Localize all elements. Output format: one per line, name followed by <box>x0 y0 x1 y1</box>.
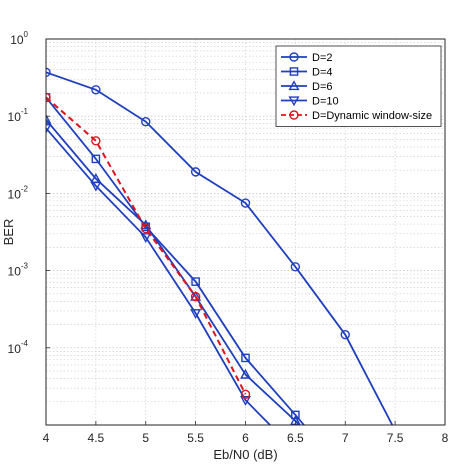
data-point <box>46 113 52 124</box>
data-point <box>141 116 151 127</box>
series-line <box>46 71 394 425</box>
y-tick-label: 10-1 <box>8 107 29 124</box>
x-tick-label: 7.5 <box>387 431 404 445</box>
y-tick-exponent: -4 <box>21 339 29 348</box>
legend-label: D=2 <box>312 52 333 64</box>
y-tick-exponent: 0 <box>24 30 29 39</box>
y-tick-exponent: -1 <box>21 107 29 116</box>
legend-marker <box>288 96 300 107</box>
series-1 <box>46 67 394 425</box>
series-line <box>46 96 247 395</box>
x-tick-label: 4 <box>43 431 50 445</box>
y-tick-label: 10-2 <box>8 184 29 201</box>
data-point <box>190 291 201 302</box>
y-tick-exponent: -2 <box>21 184 29 193</box>
x-tick-label: 7 <box>342 431 349 445</box>
y-tick-exponent: -3 <box>21 262 29 271</box>
legend-item: D=Dynamic window-size <box>281 110 432 122</box>
data-point <box>240 389 251 399</box>
y-tick-label: 10-3 <box>8 262 29 279</box>
x-tick-label: 5.5 <box>187 431 204 445</box>
data-point <box>240 395 251 406</box>
data-point <box>140 233 152 244</box>
legend-marker <box>289 52 299 62</box>
x-tick-label: 6 <box>242 431 249 445</box>
data-point <box>290 262 301 272</box>
data-point <box>191 277 200 286</box>
y-tick-label: 100 <box>10 30 28 47</box>
legend-marker <box>289 110 299 120</box>
data-point <box>291 410 300 420</box>
series-line <box>46 96 306 425</box>
data-point <box>241 353 250 363</box>
legend-item: D=10 <box>281 96 339 108</box>
data-point <box>190 309 202 320</box>
x-axis-title: Eb/N0 (dB) <box>213 447 277 462</box>
data-point <box>91 154 101 164</box>
x-tick-label: 5 <box>142 431 149 445</box>
data-point <box>91 136 101 146</box>
data-point <box>240 198 251 208</box>
series-line <box>46 119 301 425</box>
data-point <box>46 124 52 134</box>
series-3 <box>46 113 301 425</box>
series-2 <box>46 93 306 425</box>
legend-item: D=4 <box>281 67 333 79</box>
legend: D=2 D=4 D=6 D=10 D=Dynamic window-size <box>275 45 442 127</box>
data-point <box>91 85 101 95</box>
x-tick-label: 6.5 <box>287 431 304 445</box>
data-point <box>90 181 102 192</box>
legend-marker <box>288 80 300 91</box>
y-tick-label: 10-4 <box>8 339 29 356</box>
data-point <box>190 167 201 177</box>
y-axis-title: BER <box>1 219 16 246</box>
data-point <box>340 329 350 340</box>
legend-item: D=6 <box>281 80 333 93</box>
series-5 <box>46 92 251 399</box>
legend-item: D=2 <box>281 52 333 64</box>
legend-label: D=4 <box>312 67 333 79</box>
series-4 <box>46 124 272 425</box>
legend-label: D=10 <box>312 96 339 108</box>
data-point <box>141 223 151 234</box>
series-line <box>46 127 272 425</box>
data-point <box>46 67 51 78</box>
data-point <box>240 368 251 379</box>
data-point <box>46 92 51 103</box>
legend-marker <box>289 67 299 76</box>
x-tick-label: 8 <box>442 431 449 445</box>
x-tick-label: 4.5 <box>88 431 105 445</box>
legend-label: D=Dynamic window-size <box>312 110 432 122</box>
series-layer <box>46 67 394 425</box>
legend-label: D=6 <box>312 81 333 93</box>
